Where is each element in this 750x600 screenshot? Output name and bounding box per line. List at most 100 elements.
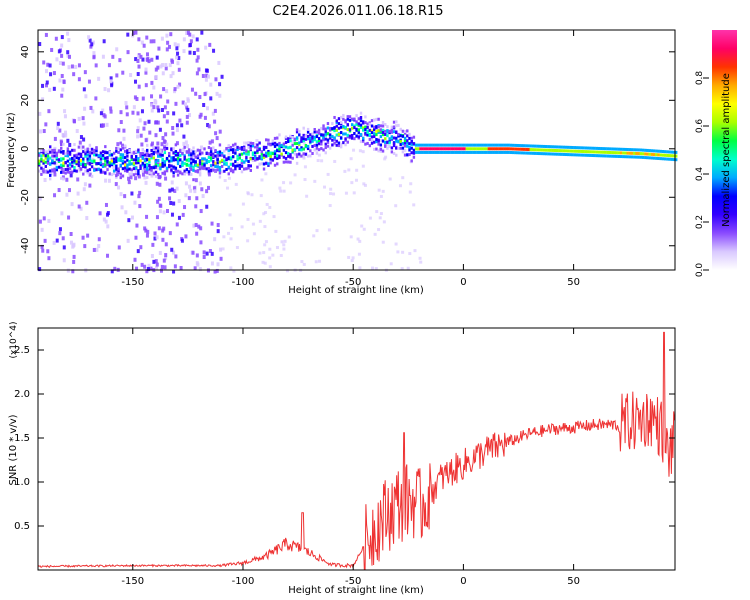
ridge-cell <box>132 173 136 177</box>
noise-cell <box>61 61 65 66</box>
noise-cell <box>396 250 400 254</box>
noise-cell <box>172 250 176 255</box>
ridge-cell <box>655 149 658 153</box>
noise-cell <box>242 141 246 145</box>
ridge-cell <box>410 146 413 150</box>
ridge-cell <box>146 154 149 158</box>
ridge-cell <box>624 147 627 151</box>
ridge-cell <box>313 148 316 152</box>
noise-cell <box>72 254 76 259</box>
ridge-cell <box>172 156 175 160</box>
ridge-cell <box>485 150 488 154</box>
ridge-cell <box>326 122 330 126</box>
spectrogram-x-ticks: -150 -100 -50 0 50 <box>121 30 580 288</box>
ridge-cell <box>346 128 349 132</box>
noise-cell <box>136 134 140 139</box>
ridge-cell <box>216 153 219 157</box>
noise-cell <box>302 262 306 266</box>
ridge-cell <box>337 141 341 145</box>
ridge-cell <box>298 133 301 137</box>
noise-cell <box>203 92 207 97</box>
ridge-cell <box>377 125 380 129</box>
ridge-cell <box>267 138 270 142</box>
ridge-cell <box>185 162 189 166</box>
ridge-cell <box>130 168 133 172</box>
noise-cell <box>170 212 174 217</box>
ridge-cell <box>390 130 394 134</box>
ridge-cell <box>313 138 316 142</box>
ridge-cell <box>154 160 158 164</box>
ridge-cell <box>474 150 477 154</box>
noise-cell <box>159 268 163 273</box>
ridge-cell <box>375 133 378 137</box>
ridge-cell <box>82 150 85 154</box>
noise-cell <box>164 256 168 261</box>
ridge-cell <box>141 153 144 157</box>
ridge-cell <box>322 124 325 128</box>
ridge-cell <box>410 159 413 163</box>
ridge-cell <box>328 136 332 140</box>
noise-cell <box>198 181 202 186</box>
ridge-cell <box>205 161 208 165</box>
ridge-cell <box>115 149 118 153</box>
ridge-cell <box>183 169 186 173</box>
ridge-cell <box>223 162 226 166</box>
ridge-cell <box>265 151 268 155</box>
ridge-cell <box>606 150 610 154</box>
ridge-cell <box>392 144 396 148</box>
noise-cell <box>52 71 56 76</box>
noise-cell <box>107 178 111 183</box>
ridge-cell <box>242 146 246 150</box>
noise-cell <box>58 78 62 83</box>
ridge-cell <box>251 144 255 148</box>
ridge-cell <box>192 150 195 154</box>
ridge-cell <box>284 145 288 149</box>
colorbar-ticks: 0.00.20.40.60.8 <box>695 71 709 277</box>
ridge-cell <box>141 156 144 160</box>
noise-cell <box>152 259 156 264</box>
ridge-cell <box>384 144 387 148</box>
ridge-cell <box>302 133 305 137</box>
noise-cell <box>143 264 147 269</box>
noise-cell <box>101 54 105 59</box>
ridge-cell <box>675 150 678 154</box>
noise-cell <box>188 113 192 118</box>
noise-cell <box>185 30 189 35</box>
ridge-cell <box>428 143 431 147</box>
noise-cell <box>241 202 245 206</box>
x-tick-label: -100 <box>232 576 255 587</box>
ridge-cell <box>454 143 457 147</box>
ridge-cell <box>196 156 200 160</box>
noise-cell <box>251 222 255 226</box>
ridge-cell <box>112 160 116 164</box>
noise-cell <box>83 70 87 75</box>
ridge-cell <box>481 147 484 151</box>
noise-cell <box>48 87 52 92</box>
noise-cell <box>51 155 55 160</box>
ridge-cell <box>522 144 526 148</box>
ridge-cell <box>176 169 180 173</box>
snr-x-label: Height of straight line (km) <box>288 585 424 596</box>
ridge-cell <box>386 146 389 150</box>
noise-cell <box>91 109 95 114</box>
ridge-cell <box>527 144 530 148</box>
ridge-cell <box>146 148 149 152</box>
ridge-cell <box>93 150 96 154</box>
ridge-cell <box>384 123 387 127</box>
ridge-cell <box>75 162 78 166</box>
ridge-cell <box>101 170 105 174</box>
noise-cell <box>137 84 141 89</box>
ridge-cell <box>249 144 252 148</box>
ridge-cell <box>77 156 81 160</box>
ridge-cell <box>606 147 610 151</box>
ridge-cell <box>544 152 548 156</box>
ridge-cell <box>540 144 543 148</box>
ridge-cell <box>637 152 640 156</box>
noise-cell <box>134 79 138 84</box>
ridge-cell <box>350 136 354 140</box>
noise-cell <box>150 57 154 62</box>
ridge-cell <box>430 150 433 154</box>
ridge-cell <box>536 144 539 148</box>
noise-cell <box>323 185 327 189</box>
ridge-cell <box>375 129 378 133</box>
